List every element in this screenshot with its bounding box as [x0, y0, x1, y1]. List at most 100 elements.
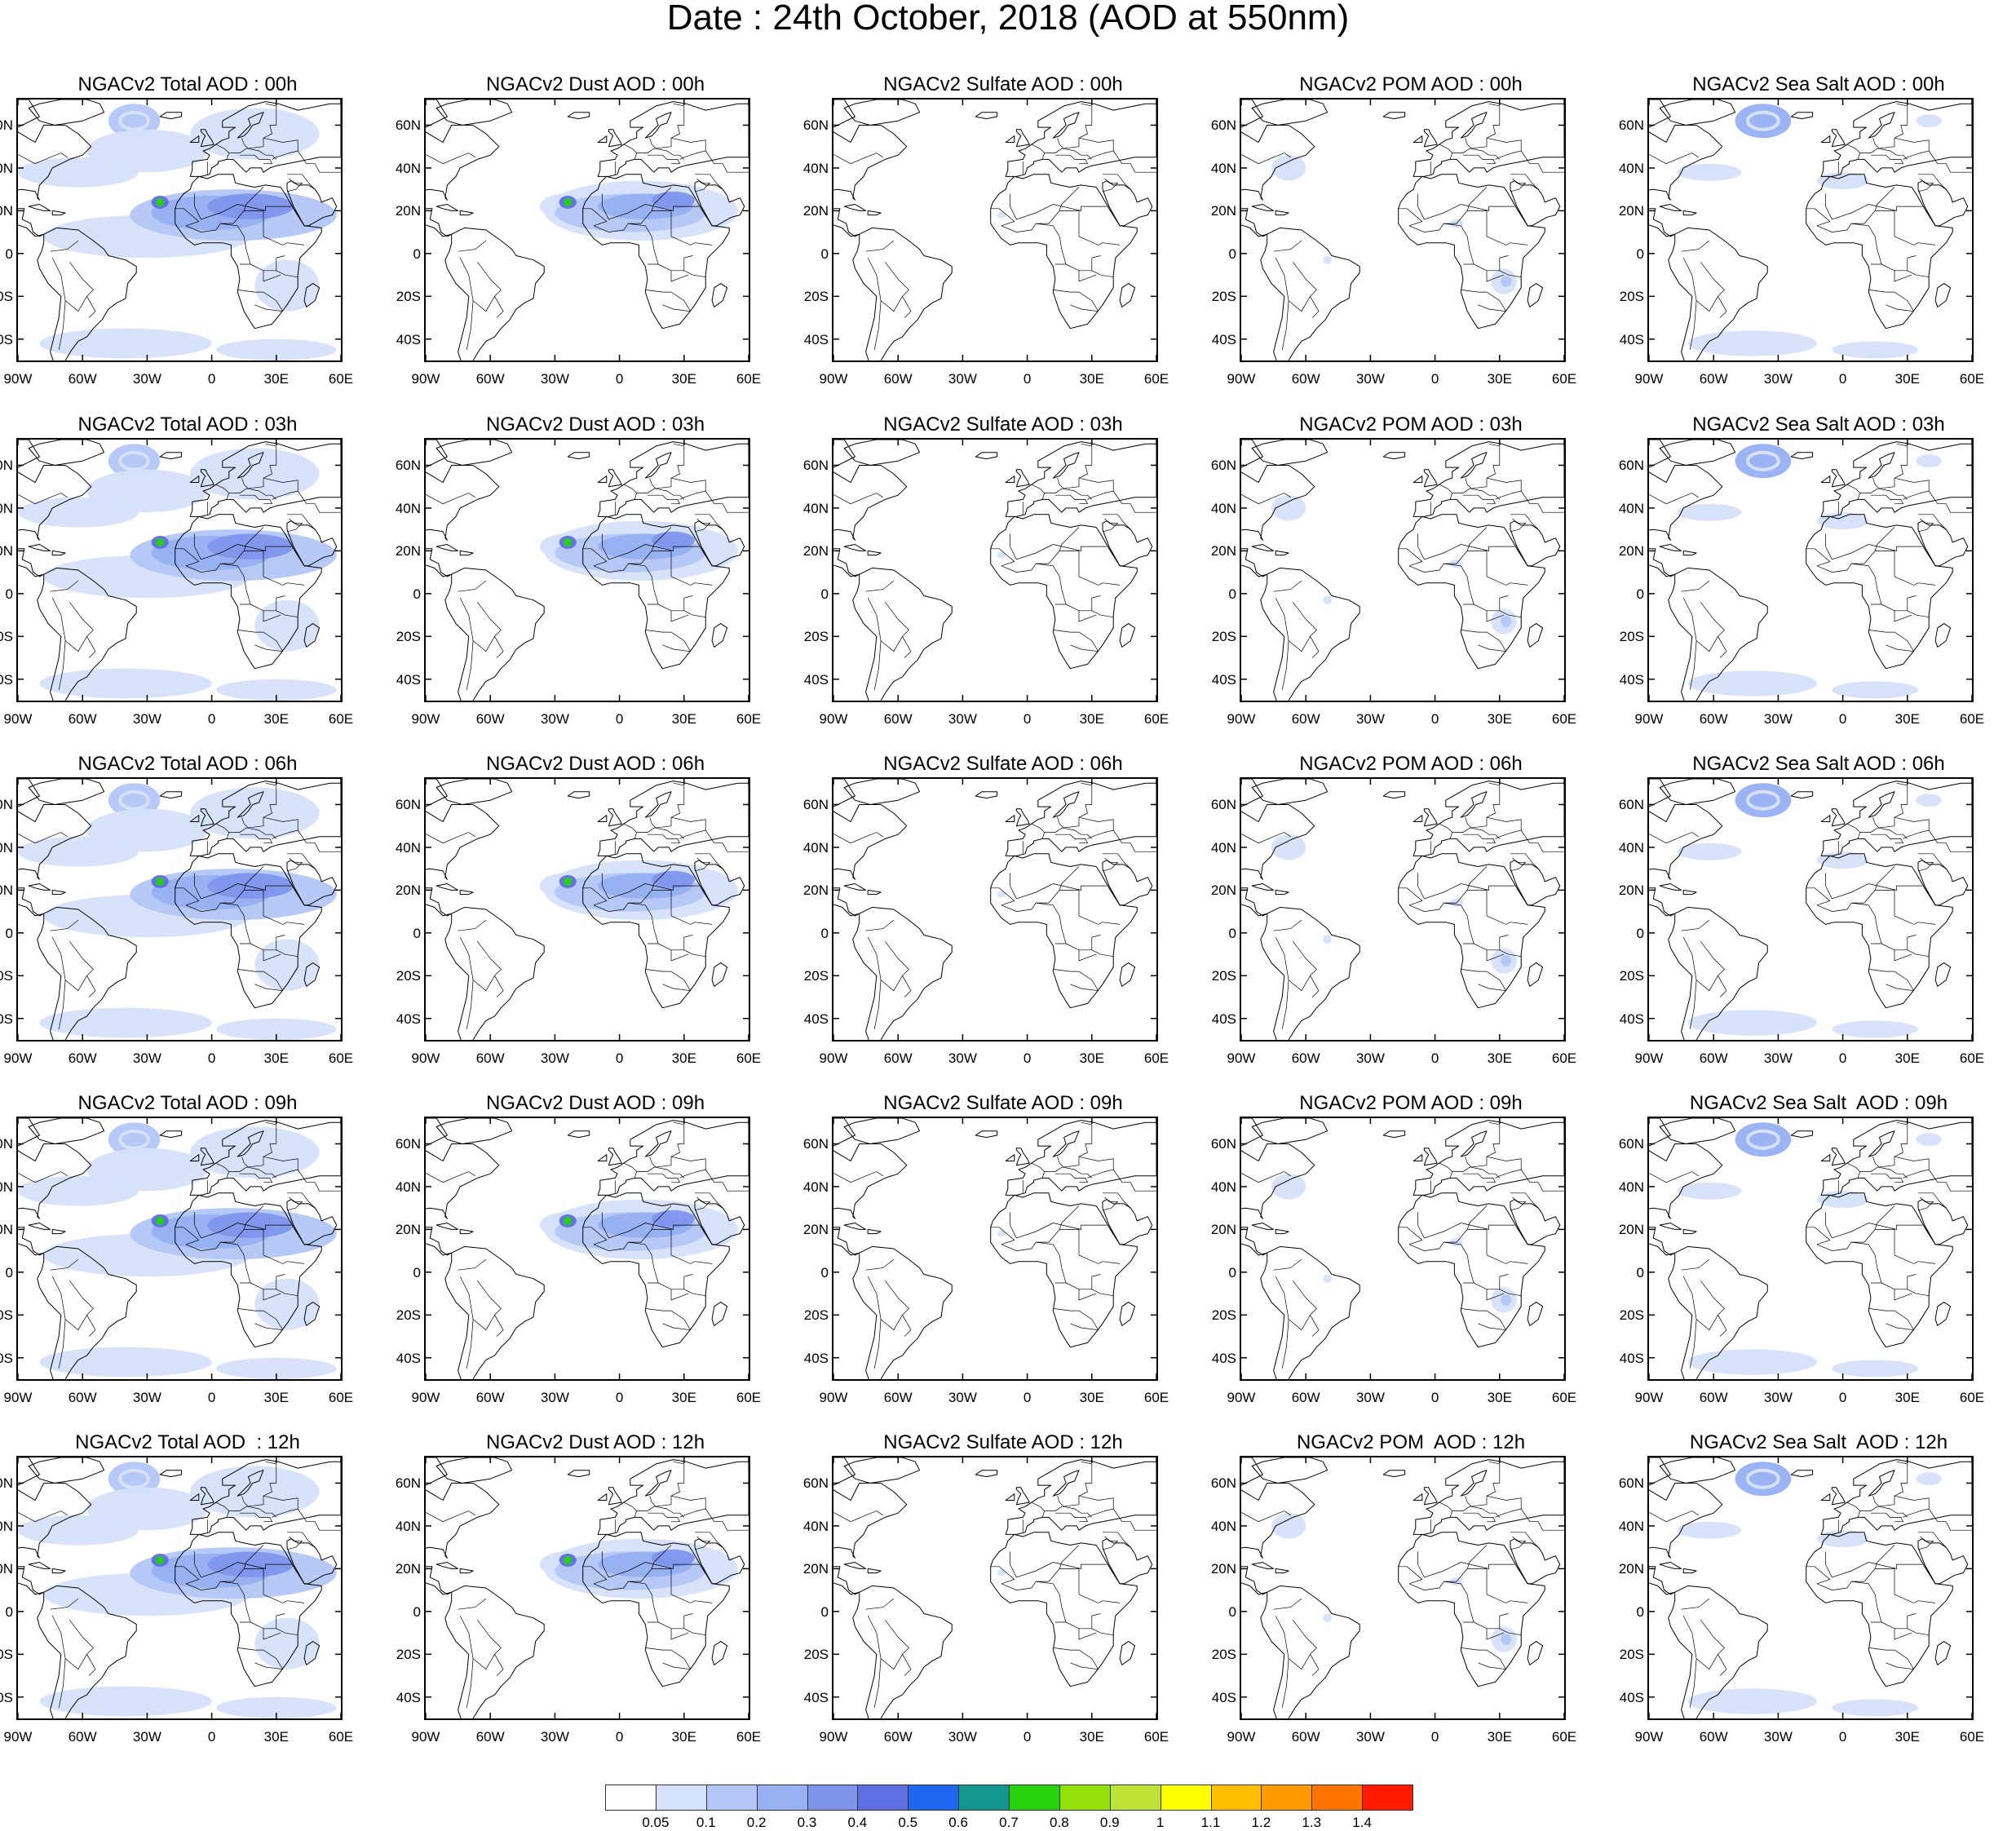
coastline	[975, 791, 998, 799]
panel-title: NGACv2 Sea Salt AOD : 03h	[1692, 414, 1945, 436]
longitude-label: 30E	[263, 1729, 289, 1745]
latitude-label: 40N	[1210, 160, 1236, 176]
latitude-label: 0	[1636, 1603, 1644, 1620]
longitude-label: 60W	[1699, 1390, 1728, 1405]
latitude-label: 20S	[803, 629, 829, 645]
country-border	[1461, 1308, 1507, 1331]
coastline	[1015, 808, 1030, 827]
country-border	[1870, 1173, 1904, 1183]
country-border	[175, 548, 200, 567]
country-border	[1398, 548, 1423, 567]
coastline	[435, 544, 459, 551]
country-border	[1054, 1173, 1089, 1183]
map-frame	[1240, 438, 1566, 702]
latitude-label: 20N	[1618, 1561, 1644, 1577]
country-border	[1486, 1254, 1528, 1264]
coastline	[843, 1118, 921, 1144]
latitude-label: 20S	[0, 1647, 13, 1663]
coastline	[28, 883, 51, 891]
country-border	[1510, 853, 1539, 869]
coastline	[444, 906, 545, 1040]
aod-shading	[564, 1555, 572, 1565]
country-border	[297, 829, 341, 852]
coastline	[1806, 174, 1953, 329]
panel-title: NGACv2 Dust AOD : 03h	[485, 414, 705, 436]
aod-shading	[215, 1018, 337, 1040]
coastline	[189, 1120, 341, 1196]
country-border	[1917, 1536, 1934, 1550]
country-border	[185, 563, 245, 577]
country-border	[647, 834, 681, 844]
country-border	[1310, 1315, 1320, 1337]
aod-shading	[1816, 1191, 1869, 1209]
latitude-label: 0	[1636, 245, 1644, 262]
longitude-label: 0	[615, 1390, 624, 1405]
country-border	[1499, 1628, 1522, 1636]
country-border	[694, 518, 711, 533]
panel-title: NGACv2 Sulfate AOD : 12h	[883, 1431, 1123, 1453]
longitude-label: 30W	[132, 371, 161, 387]
country-border	[582, 1227, 608, 1245]
latitude-label: 20N	[0, 1561, 13, 1577]
country-border	[1057, 1157, 1093, 1179]
country-border	[241, 817, 277, 839]
country-border	[287, 1532, 316, 1548]
longitude-label: 90W	[1227, 1729, 1256, 1745]
coastline	[567, 791, 590, 799]
latitude-label: 40S	[1211, 1011, 1236, 1027]
country-border	[265, 782, 277, 805]
colorbar-label: 0.4	[847, 1815, 868, 1830]
coastline	[200, 1148, 214, 1166]
coastline	[1527, 283, 1544, 307]
country-border	[705, 829, 749, 852]
latitude-label: 0	[1228, 925, 1236, 941]
longitude-label: 60E	[1551, 711, 1577, 727]
country-border	[237, 544, 292, 551]
latitude-label: 20N	[0, 543, 13, 559]
country-border	[243, 866, 264, 891]
aod-swirl	[1745, 110, 1780, 131]
coastline	[1806, 853, 1953, 1009]
aod-shading	[1687, 1349, 1817, 1375]
latitude-label: 40N	[1618, 839, 1644, 856]
longitude-label: 90W	[411, 1050, 440, 1066]
coastline	[28, 440, 105, 466]
longitude-label: 30E	[1894, 711, 1920, 727]
country-border	[1488, 1121, 1501, 1144]
longitude-label: 90W	[819, 1729, 848, 1745]
country-border	[1078, 137, 1114, 160]
coastline	[37, 567, 137, 701]
country-border	[1273, 1258, 1302, 1271]
aod-shading	[1816, 512, 1869, 530]
country-border	[1112, 1169, 1156, 1192]
panel-title: NGACv2 Sea Salt AOD : 09h	[1689, 1092, 1948, 1114]
aod-shading	[1501, 1634, 1512, 1645]
coastline	[1398, 174, 1545, 329]
country-border	[239, 494, 273, 505]
latitude-label: 20N	[802, 543, 829, 559]
panel-title: NGACv2 POM AOD : 06h	[1299, 753, 1523, 775]
coastline	[597, 101, 749, 177]
country-border	[873, 640, 882, 690]
latitude-label: 20N	[1210, 882, 1236, 899]
country-border	[1081, 1461, 1093, 1484]
country-border	[673, 1461, 685, 1484]
latitude-label: 40N	[1618, 1179, 1644, 1195]
aod-shading	[39, 1686, 212, 1717]
country-border	[1510, 174, 1539, 190]
aod-shading	[86, 808, 208, 852]
aod-shading	[1832, 1699, 1918, 1717]
country-border	[494, 975, 504, 997]
country-border	[602, 193, 646, 220]
country-border	[297, 150, 341, 173]
country-border	[239, 1594, 251, 1623]
coastline	[597, 475, 608, 483]
country-border	[1907, 1289, 1930, 1297]
country-border	[1473, 255, 1509, 272]
latitude-label: 40S	[396, 331, 421, 347]
country-border	[1036, 890, 1080, 916]
country-border	[1868, 630, 1915, 652]
country-border	[1078, 816, 1114, 839]
country-border	[1466, 1545, 1488, 1569]
country-border	[1473, 935, 1509, 951]
